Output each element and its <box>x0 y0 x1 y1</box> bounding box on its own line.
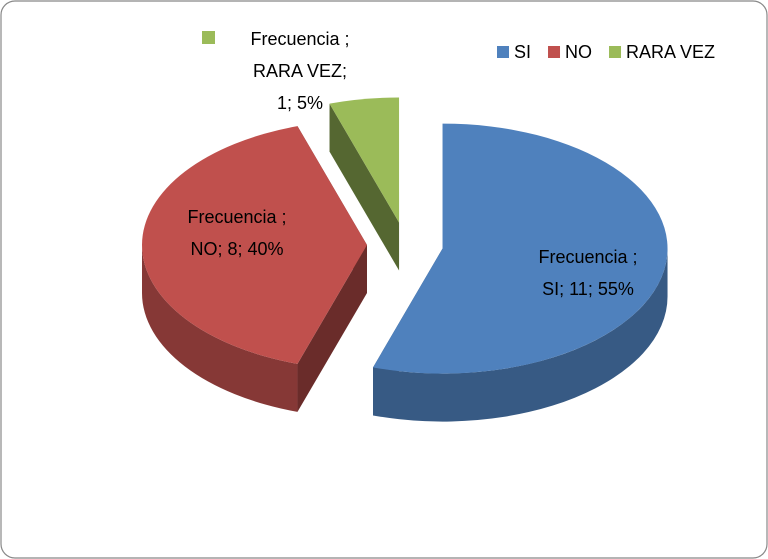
slice-edge-wall <box>297 245 367 412</box>
legend-swatch <box>497 46 509 58</box>
slice-outer-wall <box>142 245 298 412</box>
data-label: Frecuencia ; <box>250 29 349 49</box>
slice <box>142 126 367 364</box>
data-label: SI; 11; 55% <box>542 279 634 299</box>
slice-outer-wall <box>373 248 668 422</box>
slice <box>373 123 668 374</box>
data-label: Frecuencia ; <box>538 247 637 267</box>
label-key <box>202 31 215 44</box>
legend-swatch <box>609 46 622 58</box>
legend-label: SI <box>514 42 531 62</box>
legend-label: RARA VEZ <box>626 42 715 62</box>
slice-edge-wall <box>329 103 400 271</box>
data-label: Frecuencia ; <box>187 207 286 227</box>
data-label: NO; 8; 40% <box>190 239 283 259</box>
data-label: 1; 5% <box>277 93 323 113</box>
slice <box>329 97 400 223</box>
legend-label: NO <box>565 42 592 62</box>
data-label: RARA VEZ; <box>253 61 347 81</box>
legend-swatch <box>548 46 561 58</box>
